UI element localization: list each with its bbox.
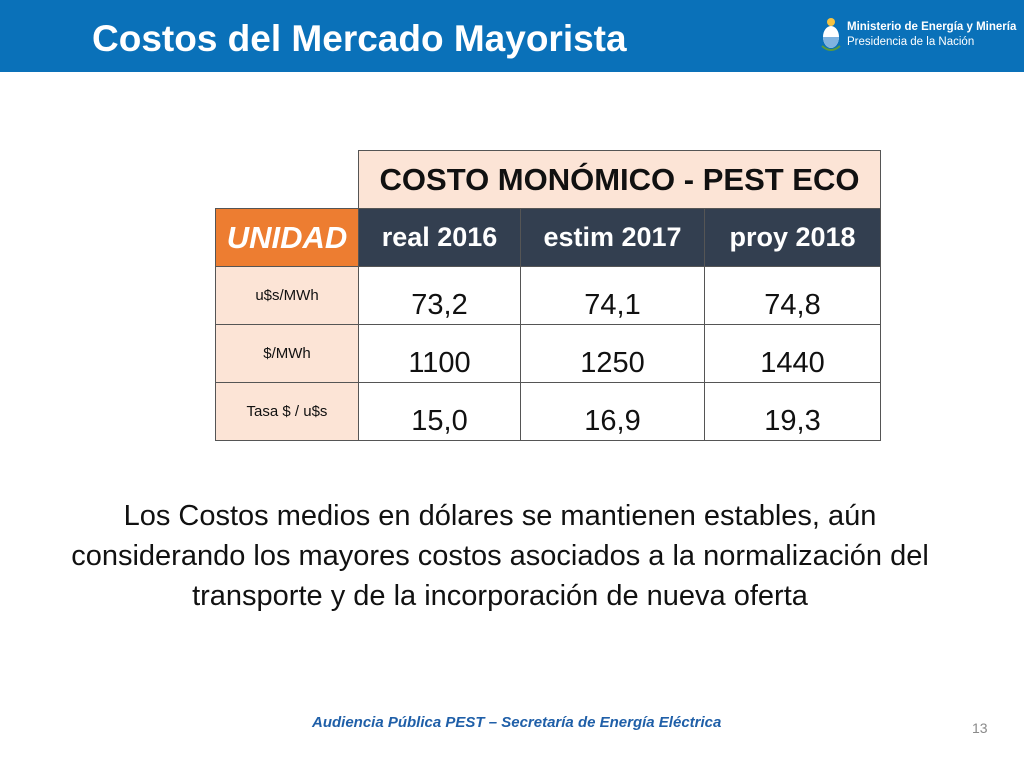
empty-corner-cell <box>215 150 359 209</box>
table-row: u$s/MWh 73,2 74,1 74,8 <box>215 266 881 325</box>
table-cell: 19,3 <box>704 382 881 441</box>
column-header-real-2016: real 2016 <box>358 208 521 267</box>
table-cell: 74,1 <box>520 266 705 325</box>
table-header-row: UNIDAD real 2016 estim 2017 proy 2018 <box>215 208 881 267</box>
cost-table: COSTO MONÓMICO - PEST ECO UNIDAD real 20… <box>215 150 881 441</box>
footer-text: Audiencia Pública PEST – Secretaría de E… <box>312 714 722 731</box>
table-cell: 16,9 <box>520 382 705 441</box>
table-cell: 73,2 <box>358 266 521 325</box>
table-title-row: COSTO MONÓMICO - PEST ECO <box>215 150 881 209</box>
argentina-coat-of-arms-icon <box>821 18 841 51</box>
table-row: Tasa $ / u$s 15,0 16,9 19,3 <box>215 382 881 441</box>
table-row: $/MWh 1100 1250 1440 <box>215 324 881 383</box>
column-header-proy-2018: proy 2018 <box>704 208 881 267</box>
row-unit-label: Tasa $ / u$s <box>215 382 359 441</box>
ministry-logo: Ministerio de Energía y Minería Presiden… <box>820 16 1020 56</box>
unit-column-header: UNIDAD <box>215 208 359 267</box>
table-cell: 1100 <box>358 324 521 383</box>
header-bar: Costos del Mercado Mayorista Ministerio … <box>0 0 1024 72</box>
ministry-name: Ministerio de Energía y Minería <box>847 21 1017 33</box>
page-title: Costos del Mercado Mayorista <box>92 18 627 59</box>
table-cell: 74,8 <box>704 266 881 325</box>
row-unit-label: $/MWh <box>215 324 359 383</box>
table-cell: 1250 <box>520 324 705 383</box>
page-number: 13 <box>972 720 988 736</box>
table-cell: 1440 <box>704 324 881 383</box>
row-unit-label: u$s/MWh <box>215 266 359 325</box>
presidency-name: Presidencia de la Nación <box>847 36 975 48</box>
table-title: COSTO MONÓMICO - PEST ECO <box>358 150 881 209</box>
column-header-estim-2017: estim 2017 <box>520 208 705 267</box>
table-cell: 15,0 <box>358 382 521 441</box>
summary-paragraph: Los Costos medios en dólares se mantiene… <box>71 500 929 612</box>
